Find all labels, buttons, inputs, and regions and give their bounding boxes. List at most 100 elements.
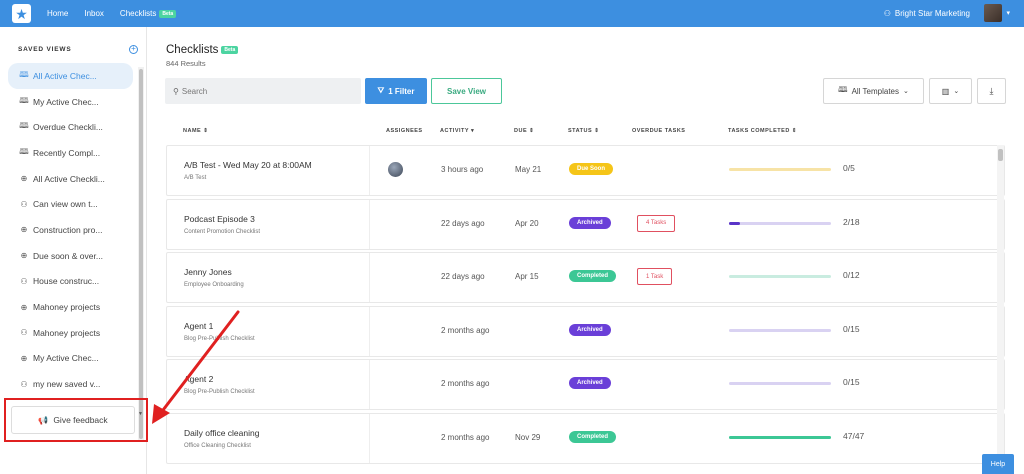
column-header-name[interactable]: NAME ⇕ (183, 128, 209, 134)
sidebar-view-item[interactable]: ⊕ Mahoney projects (8, 294, 133, 320)
users-icon: ⚇ (20, 328, 28, 338)
sidebar-view-label: my new saved v... (33, 379, 101, 390)
give-feedback-button[interactable]: 📢 Give feedback (11, 406, 135, 434)
book-icon: 🕮 (838, 85, 848, 94)
template-name: Office Cleaning Checklist (184, 442, 251, 449)
help-button[interactable]: Help (982, 454, 1014, 474)
main-content: Checklists Beta 844 Results ⚲ ⛛ 1 Filter… (148, 27, 1024, 474)
sidebar-view-item[interactable]: ⚇ House construc... (8, 269, 133, 295)
checklist-table: A/B Test - Wed May 20 at 8:00AM A/B Test 3… (166, 145, 1005, 467)
table-scroll-thumb[interactable] (998, 149, 1003, 161)
status-badge: Completed (569, 270, 617, 283)
row-divider (369, 146, 370, 195)
overdue-tasks-badge[interactable]: 4 Tasks (637, 214, 676, 232)
column-header-assignees: ASSIGNEES (386, 128, 423, 134)
annotation-highlight-box (4, 398, 148, 442)
search-input[interactable] (181, 86, 352, 96)
nav-inbox[interactable]: Inbox (84, 9, 104, 18)
row-divider (369, 413, 370, 463)
user-avatar[interactable] (984, 4, 1002, 22)
globe-icon: ⊕ (20, 251, 28, 261)
download-icon: ⤓ (989, 85, 994, 96)
add-view-icon[interactable]: + (129, 45, 138, 54)
checklist-name[interactable]: A/B Test - Wed May 20 at 8:00AM (184, 160, 312, 170)
template-name: Blog Pre-Publish Checklist (184, 389, 255, 396)
templates-dropdown[interactable]: 🕮 All Templates ⌄ (823, 78, 924, 104)
sidebar-view-item[interactable]: ⊕ Construction pro... (8, 217, 133, 243)
sidebar-view-label: My Active Chec... (33, 353, 99, 364)
search-icon: ⚲ (173, 86, 179, 96)
table-row[interactable]: Agent 2 Blog Pre-Publish Checklist 2 month… (166, 359, 1005, 411)
table-row[interactable]: A/B Test - Wed May 20 at 8:00AM A/B Test 3… (166, 145, 1005, 196)
sidebar-view-label: Construction pro... (33, 224, 103, 235)
sidebar-view-item[interactable]: 🕮 All Active Chec... (8, 63, 133, 89)
column-header-completed[interactable]: TASKS COMPLETED ⇕ (728, 128, 797, 134)
tasks-completed: 47/47 (843, 430, 865, 441)
column-header-label: NAME (183, 128, 202, 134)
status-badge: Archived (569, 323, 611, 336)
checklist-name[interactable]: Daily office cleaning (184, 427, 260, 438)
scroll-down-arrow-icon[interactable]: ▼ (138, 411, 143, 417)
columns-dropdown[interactable]: ▥ ⌄ (929, 78, 972, 104)
sidebar-view-label: Mahoney projects (33, 327, 101, 338)
saved-views-title: SAVED VIEWS (18, 46, 72, 53)
save-view-button[interactable]: Save View (431, 78, 502, 104)
book-icon: 🕮 (19, 121, 29, 131)
due-date: Apr 15 (515, 272, 539, 282)
checklist-name[interactable]: Jenny Jones (184, 267, 232, 278)
table-row[interactable]: Daily office cleaning Office Cleaning Che… (166, 412, 1005, 464)
megaphone-icon: 📢 (38, 415, 49, 425)
assignee-avatar[interactable] (388, 162, 403, 177)
due-date: May 21 (515, 165, 542, 174)
template-name: Employee Onboarding (184, 282, 244, 289)
column-header-label: DUE (514, 128, 528, 134)
org-switcher[interactable]: ⚇ Bright Star Marketing (884, 0, 970, 27)
row-divider (369, 306, 370, 356)
nav-checklists[interactable]: Checklists Beta (120, 9, 177, 18)
sidebar-view-item[interactable]: ⚇ my new saved v... (8, 371, 133, 397)
sidebar-view-item[interactable]: 🕮 Recently Compl... (8, 140, 133, 166)
give-feedback-label: Give feedback (53, 415, 108, 425)
filter-label: 1 Filter (388, 86, 415, 96)
checklist-name[interactable]: Agent 1 (184, 320, 214, 331)
checklist-name[interactable]: Agent 2 (184, 374, 214, 385)
filter-icon: ⛛ (377, 86, 385, 95)
sidebar-view-label: Recently Compl... (33, 147, 101, 158)
beta-badge: Beta (221, 46, 239, 54)
row-divider (369, 360, 370, 410)
progress-fill (729, 435, 831, 439)
search-box[interactable]: ⚲ (165, 78, 361, 104)
activity-time: 3 hours ago (441, 165, 484, 174)
column-header-activity[interactable]: ACTIVITY ▾ (440, 128, 475, 134)
table-row[interactable]: Podcast Episode 3 Content Promotion Check… (166, 198, 1005, 250)
due-date: Nov 29 (515, 432, 541, 442)
column-header-status[interactable]: STATUS ⇕ (568, 128, 600, 134)
results-count: 844 Results (166, 59, 206, 68)
star-logo-icon[interactable]: ★ (12, 4, 31, 23)
sidebar-view-item[interactable]: ⊕ Due soon & over... (8, 243, 133, 269)
sidebar-view-item[interactable]: 🕮 My Active Chec... (8, 89, 133, 115)
sidebar-view-item[interactable]: ⚇ Mahoney projects (8, 320, 133, 346)
sidebar-scroll-thumb[interactable] (139, 69, 143, 439)
table-row[interactable]: Jenny Jones Employee Onboarding 22 days ag… (166, 252, 1005, 304)
progress-fill (729, 221, 741, 225)
sidebar-view-item[interactable]: ⊕ My Active Chec... (8, 346, 133, 372)
globe-icon: ⊕ (20, 353, 28, 363)
nav-home[interactable]: Home (47, 9, 69, 18)
chevron-down-icon[interactable]: ▾ (1006, 10, 1010, 17)
overdue-tasks-badge[interactable]: 1 Task (637, 268, 673, 286)
book-icon: 🕮 (19, 69, 29, 79)
activity-time: 2 months ago (441, 325, 490, 335)
sidebar-view-item[interactable]: ⚇ Can view own t... (8, 191, 133, 217)
sidebar-view-item[interactable]: 🕮 Overdue Checkli... (8, 114, 133, 140)
activity-time: 22 days ago (441, 272, 485, 282)
filter-button[interactable]: ⛛ 1 Filter (365, 78, 427, 104)
sidebar-view-label: All Active Checkli... (33, 173, 105, 184)
table-scrollbar[interactable] (997, 145, 1004, 465)
table-row[interactable]: Agent 1 Blog Pre-Publish Checklist 2 month… (166, 305, 1005, 357)
column-header-due[interactable]: DUE ⇕ (514, 128, 535, 134)
checklist-name[interactable]: Podcast Episode 3 (184, 213, 255, 224)
sidebar-view-item[interactable]: ⊕ All Active Checkli... (8, 166, 133, 192)
progress-bar (729, 275, 831, 279)
download-button[interactable]: ⤓ (977, 78, 1006, 104)
